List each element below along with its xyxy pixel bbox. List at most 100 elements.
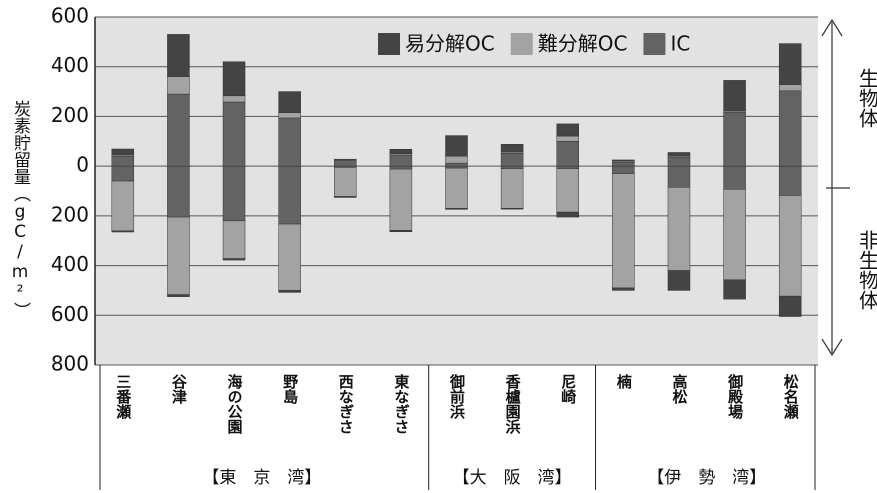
bar-segment (111, 155, 135, 167)
arrow-head (821, 338, 843, 357)
bar-segment (389, 148, 413, 154)
bar-segment (500, 208, 524, 210)
x-tick-label: 高松 (670, 373, 688, 405)
legend-label: 易分解OC (405, 32, 495, 56)
bar-segment (222, 61, 246, 97)
bar-segment (445, 208, 468, 210)
bar-segment (111, 180, 135, 232)
bar-segment (389, 154, 413, 167)
group-label: 【伊 勢 湾】 (647, 468, 766, 488)
legend-swatch (510, 33, 533, 55)
x-tick-label: 楠 (615, 373, 633, 390)
bar-segment (723, 279, 746, 300)
bar-segment (167, 93, 190, 167)
bar-segment (612, 162, 635, 167)
bar-segment (612, 173, 635, 289)
bar-segment (445, 167, 468, 209)
bar-segment (167, 34, 190, 77)
bar-segment (556, 141, 579, 167)
bar-segment (111, 148, 135, 156)
bar-segment (389, 168, 413, 231)
x-tick-label: 西なぎさ (337, 374, 355, 434)
bar-segment (612, 159, 635, 162)
bar-segment (500, 165, 524, 169)
arrow-head (821, 18, 843, 37)
bar-segment (556, 135, 579, 142)
bar-segment (167, 216, 190, 295)
bar-segment (278, 223, 301, 291)
bar-segment (111, 230, 135, 233)
x-tick-label: 三番瀬 (114, 374, 132, 420)
bar-segment (778, 165, 802, 196)
bar-segment (556, 168, 579, 213)
bar-segment (723, 111, 746, 167)
bar-segment (612, 165, 635, 174)
x-tick-label: 香櫨園浜 (504, 373, 522, 435)
y-tick-label: 400 (51, 53, 89, 77)
legend-label: 難分解OC (538, 32, 628, 56)
bar-segment (278, 165, 301, 225)
bar-segment (667, 165, 691, 188)
bar-segment (334, 158, 357, 161)
bar-segment (778, 84, 802, 92)
bar-segment (334, 196, 357, 198)
bar-segment (445, 162, 468, 167)
bar-segment (278, 117, 301, 167)
y-axis-title: 炭素貯留量（gC/m²） (10, 100, 31, 319)
x-tick-label: 東なぎさ (392, 373, 410, 434)
x-tick-label: 御前浜 (448, 373, 466, 420)
bar-segment (723, 165, 746, 190)
y-tick-label: 800 (51, 352, 89, 376)
x-tick-label: 松名瀬 (782, 373, 800, 420)
bar-segment (222, 95, 246, 103)
annotation: 生物体 (856, 68, 877, 128)
bar-segment (556, 123, 579, 137)
bar-segment (389, 230, 413, 233)
x-tick-label: 谷津 (170, 374, 188, 405)
bar-segment (167, 165, 190, 218)
bar-segment (667, 152, 691, 157)
bar-segment (556, 211, 579, 218)
bar-segment (667, 187, 691, 271)
y-tick-label: 200 (51, 202, 89, 226)
x-tick-label: 御殿場 (726, 373, 744, 420)
bar-segment (778, 90, 802, 167)
bar-segment (278, 290, 301, 293)
x-tick-label: 野島 (281, 374, 299, 405)
bar-segment (667, 157, 691, 167)
side-arrow (821, 18, 850, 357)
y-tick-label: 600 (51, 4, 89, 28)
bar-segment (334, 161, 357, 167)
bar-segment (334, 167, 357, 197)
y-tick-label: 400 (51, 252, 89, 276)
bar-segment (500, 144, 524, 153)
bar-segment (222, 220, 246, 259)
bar-segment (556, 165, 579, 169)
bar-segment (778, 295, 802, 317)
bar-segment (222, 258, 246, 261)
legend-swatch (378, 33, 400, 55)
bar-segment (222, 101, 246, 167)
bar-segment (723, 189, 746, 280)
x-tick-label: 尼崎 (559, 374, 577, 405)
group-label: 【大 阪 湾】 (453, 468, 572, 488)
bar-segment (167, 76, 190, 95)
bar-segment (500, 168, 524, 209)
legend-label: IC (670, 32, 690, 56)
group-label: 【東 京 湾】 (202, 468, 321, 488)
legend: 易分解OC 難分解OC IC (378, 32, 690, 56)
y-tick-label: 200 (51, 103, 89, 127)
bar-segment (723, 80, 746, 112)
bar-segment (278, 91, 301, 113)
annotation: 非生物体 (856, 230, 877, 310)
y-tick-label: 600 (51, 302, 89, 326)
bar-segment (778, 43, 802, 85)
bar-segment (445, 155, 468, 164)
legend-swatch (643, 33, 666, 55)
x-tick-label: 海の公園 (226, 373, 244, 435)
bar-segment (111, 165, 135, 182)
y-tick-label: 0 (76, 153, 89, 177)
bar-segment (167, 294, 190, 297)
bar-segment (667, 270, 691, 291)
